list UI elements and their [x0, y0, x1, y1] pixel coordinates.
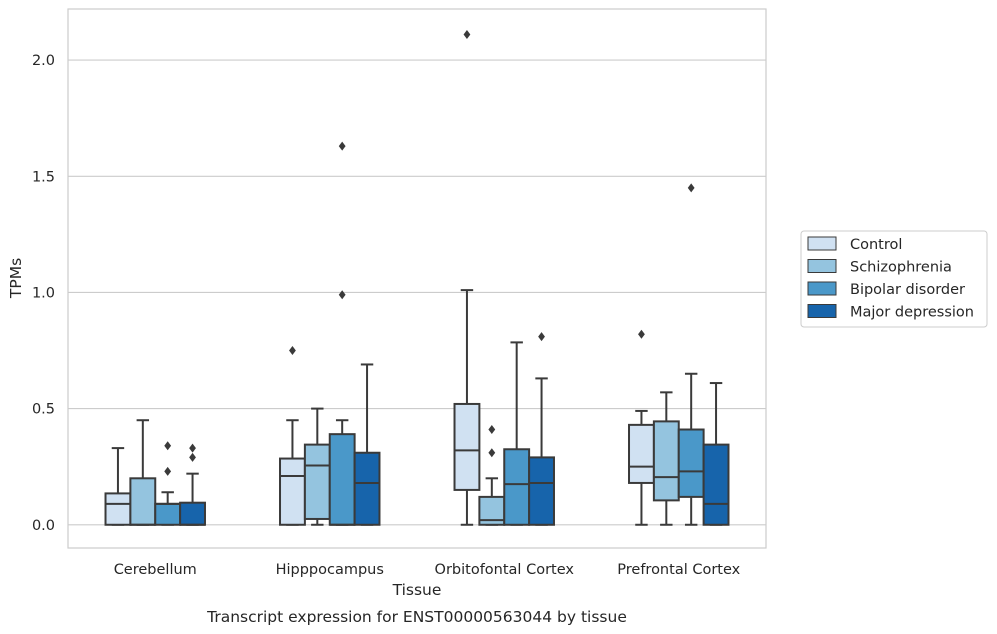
outlier-point: [164, 466, 172, 476]
box: [503, 448, 531, 526]
legend-swatch: [807, 259, 837, 273]
x-axis-ticks: Cerebellum Hipppocampus Orbitofontal Corte…: [114, 562, 741, 578]
legend-swatch: [807, 236, 837, 251]
outlier-point: [164, 441, 172, 451]
box: [104, 492, 132, 526]
box-group: [353, 363, 381, 526]
box-group: [328, 141, 356, 526]
outlier-point: [488, 425, 496, 435]
box: [652, 420, 680, 502]
box-group: [702, 382, 730, 526]
box: [129, 477, 157, 526]
outlier-point: [189, 443, 196, 453]
box: [328, 433, 356, 526]
box-group: [154, 441, 182, 526]
outlier-point: [189, 452, 196, 462]
box-group: [528, 332, 555, 526]
box-group: [179, 443, 206, 526]
outlier-point: [638, 329, 645, 339]
chart-caption: Transcript expression for ENST0000056304…: [206, 608, 627, 626]
y-tick-label: 2.0: [32, 53, 55, 69]
box-group: [478, 425, 506, 526]
box-group: [453, 30, 481, 526]
y-tick-label: 1.5: [32, 169, 55, 185]
box-group: [279, 346, 306, 526]
box: [279, 457, 306, 526]
legend-label: Major depression: [850, 305, 974, 321]
x-tick-label: Prefrontal Cortex: [617, 562, 740, 578]
y-tick-label: 1.0: [32, 285, 55, 301]
y-axis-label: TPMs: [7, 258, 25, 299]
x-axis-label: Tissue: [392, 581, 442, 599]
y-tick-label: 0.0: [32, 518, 55, 534]
outlier-point: [538, 332, 545, 342]
box: [154, 502, 182, 526]
box: [677, 428, 705, 498]
outlier-point: [687, 183, 695, 193]
legend-label: Bipolar disorder: [850, 282, 965, 298]
legend-swatch: [807, 281, 837, 296]
box: [528, 456, 555, 526]
y-tick-label: 0.5: [32, 402, 55, 418]
box: [702, 443, 730, 526]
x-tick-label: Orbitofontal Cortex: [435, 562, 575, 578]
legend-frame: [800, 230, 988, 328]
plot-frame: [67, 8, 767, 549]
box: [353, 451, 381, 526]
legend-swatch: [807, 304, 837, 318]
box-group: [303, 407, 331, 526]
gridlines: [68, 59, 766, 526]
box-group: [104, 447, 132, 526]
plot-boxes: [104, 30, 730, 526]
box-group: [652, 391, 680, 526]
legend-label: Schizophrenia: [850, 260, 952, 276]
y-axis-ticks: 0.0 0.5 1.0 1.5 2.0: [32, 53, 55, 534]
outlier-point: [463, 30, 471, 40]
legend-label: Control: [850, 237, 902, 253]
box-group: [129, 419, 157, 526]
outlier-point: [338, 290, 346, 300]
box: [303, 443, 331, 520]
legend: Control Schizophrenia Bipolar disorder Majo…: [800, 230, 988, 328]
box: [453, 402, 481, 491]
box-group: [677, 183, 705, 526]
box-group: [503, 341, 531, 526]
box-group: [628, 329, 655, 526]
box: [628, 423, 655, 484]
outlier-point: [488, 448, 496, 458]
x-tick-label: Cerebellum: [114, 562, 197, 578]
box: [179, 501, 206, 526]
x-tick-label: Hipppocampus: [276, 562, 384, 578]
outlier-point: [338, 141, 346, 151]
outlier-point: [289, 346, 296, 356]
